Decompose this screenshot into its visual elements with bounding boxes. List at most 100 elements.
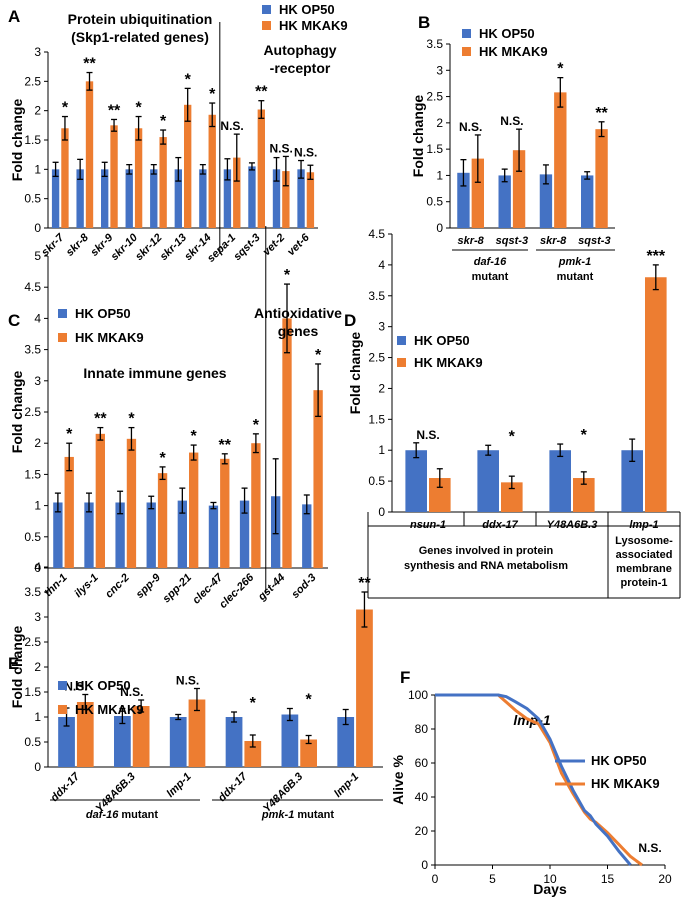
category-label: sqst-3	[231, 232, 262, 263]
legend-label-mkak9: HK MKAK9	[279, 18, 348, 33]
legend-swatch-mkak9	[58, 705, 67, 714]
group-label: synthesis and RNA metabolism	[404, 560, 568, 572]
category-label: sod-3	[289, 572, 318, 601]
bar-op50	[272, 169, 281, 228]
bar-op50	[248, 166, 256, 228]
bar-mkak9	[257, 109, 265, 228]
bar-op50	[302, 504, 312, 568]
category-label: gst-44	[255, 572, 287, 604]
y-axis-label: Fold change	[9, 371, 25, 454]
group-mutant: mutant	[294, 809, 334, 821]
bar-mkak9	[244, 741, 262, 767]
legend-label-mkak9: HK MKAK9	[479, 44, 548, 59]
y-tick-label: 0	[34, 760, 41, 774]
category-label: spp-21	[161, 572, 195, 606]
category-label: ddx-17	[48, 770, 82, 804]
panel-letter: A	[8, 7, 20, 26]
bar-op50	[51, 169, 60, 228]
significance-label: *	[557, 61, 564, 78]
panel-letter: E	[8, 654, 19, 673]
y-tick-label: 1	[436, 168, 443, 182]
bar-op50	[150, 169, 158, 228]
bar-op50	[76, 169, 84, 228]
group-gene: daf-16	[474, 256, 507, 268]
bar-op50	[58, 717, 75, 767]
y-tick-label: 2.5	[24, 405, 41, 419]
group-gene: pmk-1	[558, 256, 591, 268]
legend-label-op50: HK OP50	[479, 26, 535, 41]
category-label: lmp-1	[164, 771, 193, 800]
legend-swatch-mkak9	[58, 333, 67, 342]
group-label: Genes involved in protein	[419, 545, 554, 557]
significance-label: N.S.	[220, 119, 243, 133]
bar-mkak9	[233, 157, 241, 228]
significance-label: *	[250, 695, 257, 712]
significance-label: N.S.	[638, 841, 661, 855]
group-label: associated	[616, 549, 673, 561]
y-tick-label: 3.5	[426, 37, 443, 51]
y-tick-label: 0	[34, 221, 41, 235]
significance-label: **	[358, 575, 371, 592]
y-axis-label: Fold change	[9, 626, 25, 709]
panel-D: 0 0.5 1 1.5 2 2.5 3 3.5 4 4.5 Fold change D N.S. nsun…	[344, 227, 681, 599]
category-label: cnc-2	[103, 572, 132, 601]
category-label: spp-9	[134, 571, 164, 601]
legend-swatch-mkak9	[262, 21, 271, 30]
legend-label-op50: HK OP50	[75, 678, 131, 693]
y-tick-label: 4	[34, 560, 41, 574]
y-tick-label: 3.5	[24, 585, 41, 599]
category-label: Y48A6B.3	[547, 519, 598, 531]
y-tick-label: 3	[34, 45, 41, 59]
y-tick-label: 2	[34, 104, 41, 118]
bar-mkak9	[189, 452, 199, 568]
significance-label: N.S.	[120, 685, 143, 699]
bar-op50	[405, 450, 427, 512]
y-tick-label: 3	[436, 63, 443, 77]
x-tick-label: 10	[543, 872, 557, 886]
y-axis-label: Fold change	[347, 332, 363, 415]
legend-label-mkak9: HK MKAK9	[75, 702, 144, 717]
significance-label: **	[219, 437, 232, 454]
category-label: thn-1	[42, 572, 69, 599]
bar-op50	[101, 169, 109, 228]
bar-op50	[539, 174, 553, 228]
significance-label: *	[159, 450, 166, 467]
group-mutant: mutant	[472, 271, 509, 283]
bar-op50	[281, 714, 299, 767]
y-tick-label: 1.5	[426, 142, 443, 156]
bar-mkak9	[126, 438, 137, 568]
y-tick-label: 2	[436, 116, 443, 130]
y-tick-label: 0.5	[426, 195, 443, 209]
significance-label: N.S.	[416, 428, 439, 442]
bar-mkak9	[95, 433, 105, 568]
group-gene: daf-16	[86, 809, 119, 821]
y-tick-label: 3	[34, 374, 41, 388]
significance-label: N.S.	[270, 141, 293, 155]
category-label: ddx-17	[482, 519, 518, 531]
legend-label-op50: HK OP50	[414, 333, 470, 348]
significance-label: *	[66, 426, 73, 443]
bar-mkak9	[471, 158, 484, 228]
bar-mkak9	[313, 390, 323, 568]
bar-mkak9	[85, 81, 94, 228]
y-tick-label: 3	[34, 610, 41, 624]
group-mutant: mutant	[118, 809, 158, 821]
significance-label: N.S.	[500, 114, 523, 128]
y-axis-label: Alive %	[390, 755, 406, 805]
y-tick-label: 40	[415, 790, 429, 804]
bar-mkak9	[300, 739, 317, 767]
legend-swatch-op50	[262, 5, 271, 14]
legend-swatch-op50	[58, 309, 67, 318]
bar-op50	[84, 502, 94, 568]
bar-mkak9	[76, 702, 94, 767]
bar-mkak9	[282, 171, 290, 228]
y-tick-label: 3.5	[24, 343, 41, 357]
y-tick-label: 3	[378, 320, 385, 334]
y-tick-label: 2.5	[368, 351, 385, 365]
y-tick-label: 2	[34, 436, 41, 450]
significance-label: **	[595, 105, 608, 122]
legend-label-op50: HK OP50	[279, 2, 335, 17]
bar-op50	[115, 502, 125, 568]
y-axis-label: Fold change	[410, 95, 426, 178]
